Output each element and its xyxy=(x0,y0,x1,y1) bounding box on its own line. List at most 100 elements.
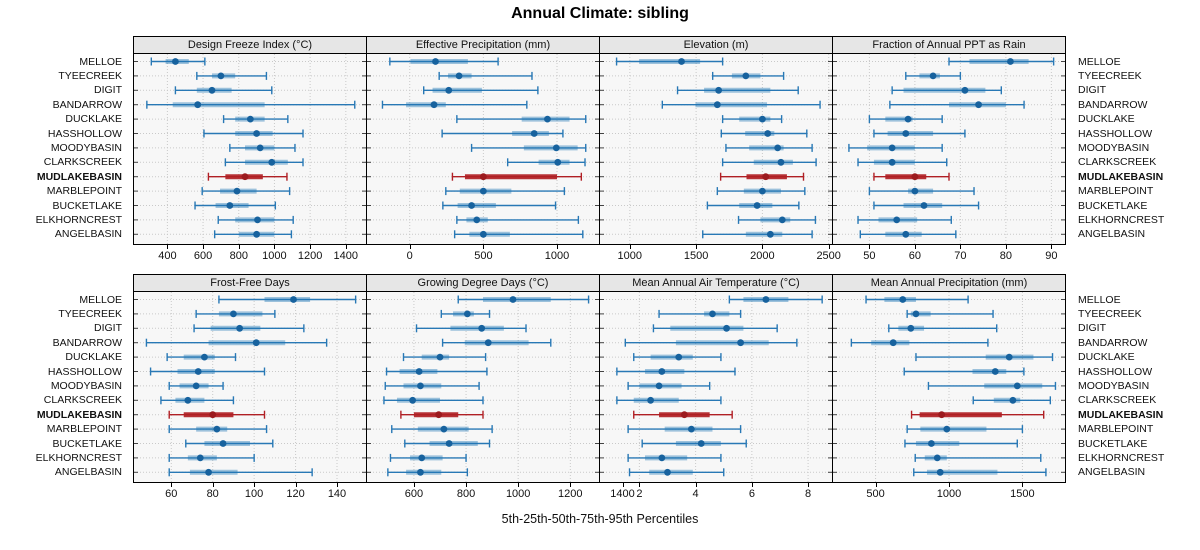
percentile-row-elkhorncrest-growing-degree-days-c xyxy=(389,453,467,462)
median-dot xyxy=(759,115,766,123)
percentile-row-melloe-effective-precipitation-mm xyxy=(389,57,499,66)
x-tick xyxy=(212,483,214,487)
x-tick xyxy=(622,483,624,487)
x-tick-label: 50 xyxy=(863,250,876,262)
site-label-right-mudlakebasin: MUDLAKEBASIN xyxy=(1078,408,1164,421)
percentile-row-ducklake-frost-free-days xyxy=(166,353,237,362)
percentile-row-digit-effective-precipitation-mm xyxy=(423,86,539,95)
x-tick-label: 600 xyxy=(193,250,213,262)
percentile-row-marblepoint-elevation-m xyxy=(716,187,806,196)
x-tick-label: 1500 xyxy=(1010,488,1035,500)
site-label-left-moodybasin: MOODYBASIN xyxy=(50,379,122,392)
percentile-row-tyeecreek-frost-free-days xyxy=(195,309,276,318)
median-dot xyxy=(766,230,774,238)
percentile-row-tyeecreek-elevation-m xyxy=(711,71,785,80)
median-dot xyxy=(455,72,463,80)
median-dot xyxy=(226,202,234,209)
percentile-row-melloe-mean-annual-air-temperature-c xyxy=(728,295,823,304)
site-label-right-melloe: MELLOE xyxy=(1078,55,1121,68)
percentile-row-clarkscreek-elevation-m xyxy=(721,158,817,167)
x-tick xyxy=(254,483,256,487)
site-label-right-mudlakebasin: MUDLAKEBASIN xyxy=(1078,170,1164,183)
percentile-row-bandarrow-fraction-of-annual-ppt-as-rain xyxy=(889,100,1025,109)
percentile-row-angelbasin-frost-free-days xyxy=(168,468,313,477)
x-tick-label: 60 xyxy=(165,488,178,500)
x-tick-label: 1200 xyxy=(297,250,323,262)
percentile-row-hasshollow-effective-precipitation-mm xyxy=(441,129,564,138)
median-dot xyxy=(484,339,492,347)
site-label-right-tyeecreek: TYEECREEK xyxy=(1078,307,1142,320)
x-tick-label: 120 xyxy=(286,488,305,500)
percentile-row-digit-mean-annual-precipitation-mm xyxy=(888,324,998,333)
x-tick-label: 1000 xyxy=(544,250,570,262)
x-tick-label: 2500 xyxy=(816,250,841,262)
median-dot xyxy=(479,230,487,238)
median-dot xyxy=(230,310,237,318)
median-dot xyxy=(252,339,260,347)
percentile-row-melloe-mean-annual-precipitation-mm xyxy=(865,295,969,304)
site-label-left-tyeecreek: TYEECREEK xyxy=(58,307,122,320)
site-label-right-ducklake: DUCKLAKE xyxy=(1078,113,1135,126)
percentile-row-ducklake-mean-annual-air-temperature-c xyxy=(633,353,722,362)
site-label-left-ducklake: DUCKLAKE xyxy=(65,113,122,126)
percentile-row-angelbasin-growing-degree-days-c xyxy=(387,468,469,477)
percentile-row-clarkscreek-design-freeze-index-c xyxy=(224,158,304,167)
percentile-row-melloe-fraction-of-annual-ppt-as-rain xyxy=(948,57,1055,66)
x-tick xyxy=(960,245,962,249)
percentile-row-melloe-design-freeze-index-c xyxy=(150,57,206,66)
percentile-row-elkhorncrest-elevation-m xyxy=(737,215,817,224)
median-dot xyxy=(888,144,896,152)
panel-canvas-frost-free-days xyxy=(134,292,366,482)
median-dot xyxy=(417,382,424,390)
figure-title: Annual Climate: sibling xyxy=(511,5,689,22)
site-label-right-moodybasin: MOODYBASIN xyxy=(1078,141,1150,154)
percentile-row-bandarrow-design-freeze-index-c xyxy=(146,100,356,109)
x-tick xyxy=(570,483,572,487)
percentile-row-hasshollow-design-freeze-index-c xyxy=(203,129,304,138)
median-dot xyxy=(899,296,907,303)
median-dot xyxy=(929,72,937,80)
x-tick-label: 1000 xyxy=(262,250,287,262)
percentile-row-tyeecreek-growing-degree-days-c xyxy=(440,309,491,318)
percentile-row-angelbasin-elevation-m xyxy=(702,230,813,239)
percentile-row-angelbasin-effective-precipitation-mm xyxy=(453,230,584,239)
median-dot xyxy=(256,144,264,152)
percentile-row-melloe-frost-free-days xyxy=(218,295,357,304)
median-dot xyxy=(961,86,969,94)
percentile-row-clarkscreek-mean-annual-precipitation-mm xyxy=(972,396,1052,405)
percentile-row-angelbasin-design-freeze-index-c xyxy=(213,230,293,239)
median-dot xyxy=(552,144,560,152)
site-label-left-bandarrow: BANDARROW xyxy=(52,98,122,111)
median-dot xyxy=(927,440,935,447)
percentile-row-marblepoint-growing-degree-days-c xyxy=(391,425,493,434)
median-dot xyxy=(290,296,297,303)
median-dot xyxy=(530,130,538,137)
x-tick xyxy=(828,245,830,249)
median-dot xyxy=(889,339,897,347)
site-label-left-hasshollow: HASSHOLLOW xyxy=(47,127,122,140)
site-label-left-digit: DIGIT xyxy=(94,322,122,335)
x-tick xyxy=(203,245,205,249)
x-tick-label: 400 xyxy=(158,250,177,262)
panel-plot-mean-annual-precipitation-mm xyxy=(832,291,1066,483)
median-dot xyxy=(196,454,204,462)
percentile-row-marblepoint-mean-annual-air-temperature-c xyxy=(627,425,742,434)
site-label-right-bucketlake: BUCKETLAKE xyxy=(1078,199,1148,212)
percentile-row-moodybasin-design-freeze-index-c xyxy=(229,143,296,152)
x-tick-label: 600 xyxy=(404,488,424,500)
x-tick xyxy=(695,483,697,487)
site-label-left-marblepoint: MARBLEPOINT xyxy=(46,185,122,198)
site-label-right-ducklake: DUCKLAKE xyxy=(1078,351,1135,364)
x-tick-label: 70 xyxy=(954,250,967,262)
x-tick xyxy=(238,245,240,249)
percentile-row-hasshollow-frost-free-days xyxy=(149,367,266,376)
median-dot xyxy=(184,396,192,404)
median-dot xyxy=(943,425,951,433)
median-dot xyxy=(253,230,261,238)
site-label-left-melloe: MELLOE xyxy=(79,55,122,68)
percentile-row-bandarrow-mean-annual-air-temperature-c xyxy=(624,338,798,347)
x-tick xyxy=(310,245,312,249)
median-dot xyxy=(254,216,261,224)
median-dot xyxy=(759,187,766,195)
median-dot xyxy=(246,115,254,123)
